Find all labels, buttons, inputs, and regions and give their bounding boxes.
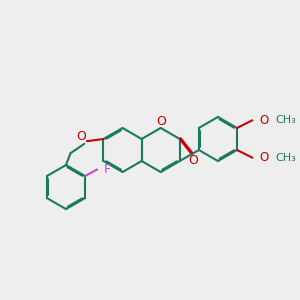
- Text: F: F: [104, 163, 111, 176]
- Text: CH₃: CH₃: [276, 115, 296, 125]
- Text: CH₃: CH₃: [276, 153, 296, 163]
- Text: O: O: [156, 115, 166, 128]
- Text: O: O: [189, 154, 199, 167]
- Text: O: O: [259, 114, 268, 127]
- Text: O: O: [259, 151, 268, 164]
- Text: O: O: [76, 130, 86, 143]
